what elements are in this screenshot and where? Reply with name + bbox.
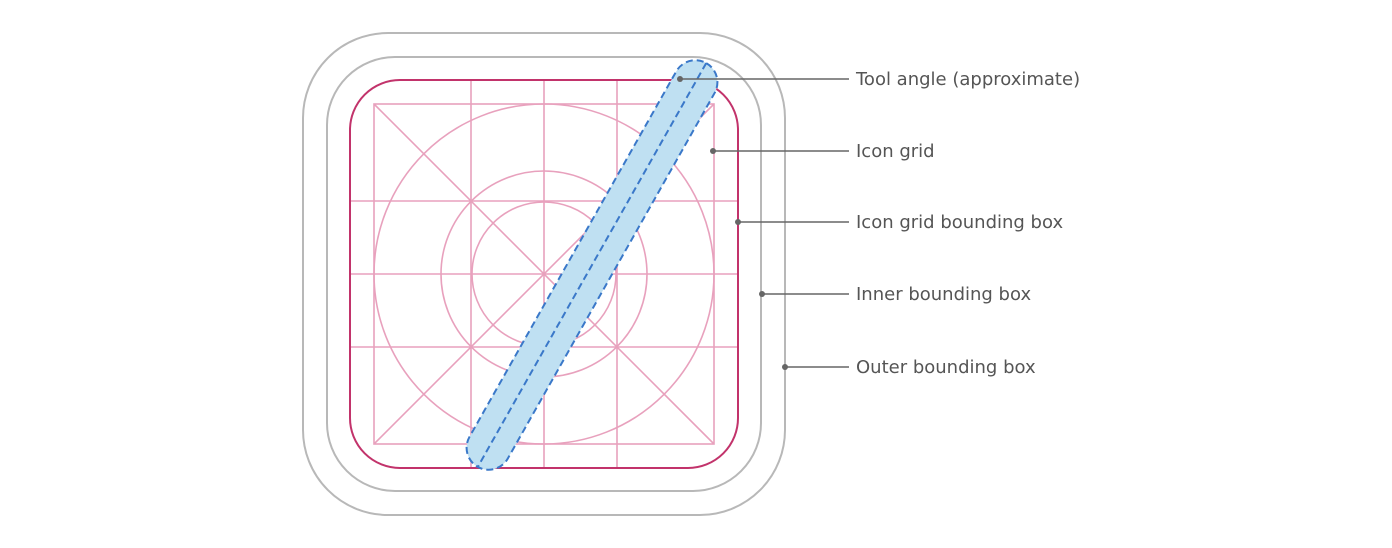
label-inner-bbox: Inner bounding box xyxy=(856,284,1031,305)
dot-icon-grid xyxy=(710,148,716,154)
dot-icon-grid-bbox xyxy=(735,219,741,225)
inner-bounding-box xyxy=(326,56,762,492)
label-icon-grid-bbox: Icon grid bounding box xyxy=(856,212,1063,233)
label-tool-angle: Tool angle (approximate) xyxy=(855,69,1080,90)
tool-center-line xyxy=(476,62,708,468)
callout-leaders xyxy=(680,78,849,368)
dot-inner-bbox xyxy=(759,291,765,297)
label-icon-grid: Icon grid xyxy=(856,141,935,162)
tool-angle-capsule xyxy=(465,59,719,471)
label-outer-bbox: Outer bounding box xyxy=(856,357,1036,378)
dot-outer-bbox xyxy=(782,364,788,370)
callout-dots xyxy=(677,76,788,370)
grid-circle-large xyxy=(373,103,715,445)
outer-bounding-box xyxy=(302,32,786,516)
icon-grid-bounding-box xyxy=(349,79,739,469)
dot-tool-angle xyxy=(677,76,683,82)
